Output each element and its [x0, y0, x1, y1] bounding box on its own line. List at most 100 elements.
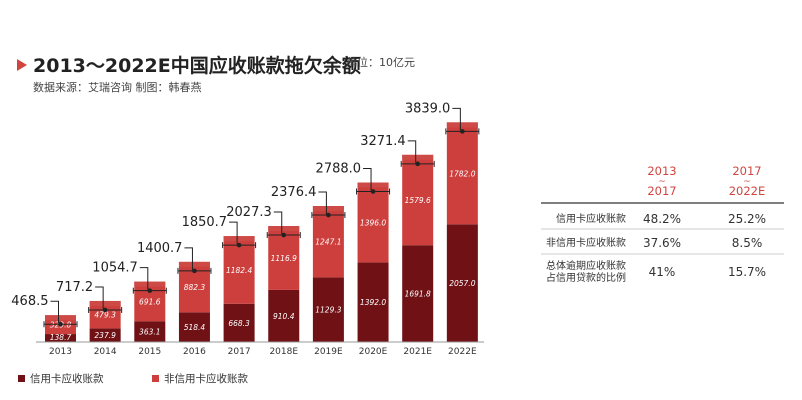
bar-value-non-credit-card: 479.3	[94, 311, 116, 320]
x-tick-label: 2017	[228, 347, 251, 357]
x-tick-label: 2021E	[403, 347, 432, 357]
bar-non-credit-card	[446, 122, 478, 225]
bar-credit-card	[268, 289, 300, 342]
total-label: 468.5	[11, 294, 48, 309]
bar-value-credit-card: 237.9	[94, 331, 116, 340]
total-marker-dot	[460, 129, 465, 134]
bar-cap	[402, 154, 434, 160]
bar-value-non-credit-card: 1182.4	[226, 266, 252, 275]
bar-credit-card	[178, 312, 210, 342]
bar-cap	[312, 206, 344, 212]
table-row-label: 占信用贷款的比例	[546, 271, 626, 284]
bar-value-credit-card: 1392.0	[360, 298, 386, 307]
total-label: 2788.0	[316, 162, 362, 177]
table-header-bottom: 2017	[647, 184, 676, 198]
legend-swatch	[152, 375, 159, 382]
bar-cap	[268, 226, 300, 232]
title-marker-icon	[17, 59, 27, 71]
bar-cap	[446, 122, 478, 128]
total-marker-dot	[58, 321, 63, 327]
table-cell: 8.5%	[732, 236, 763, 250]
x-tick-label: 2013	[49, 347, 72, 357]
bar-credit-card	[134, 321, 166, 342]
bar-value-credit-card: 363.1	[139, 328, 160, 337]
bar-credit-card	[223, 303, 255, 342]
bar-value-non-credit-card: 1579.6	[405, 196, 431, 205]
total-connector	[407, 140, 417, 163]
table-header-mid: ~	[743, 177, 751, 187]
total-marker-dot	[192, 268, 197, 274]
total-connector	[363, 168, 372, 191]
table-row-label: 总体逾期应收账款	[546, 259, 626, 272]
bars-layer: 138.7329.8468.5237.9479.3717.2363.1691.6…	[11, 101, 480, 342]
total-marker-dot	[281, 232, 287, 238]
table-cell: 48.2%	[643, 212, 681, 226]
bar-cap	[357, 182, 389, 188]
total-label: 3839.0	[405, 101, 451, 116]
total-marker-dot	[102, 307, 108, 313]
total-marker-dot	[415, 161, 421, 167]
bar-cap	[89, 300, 121, 306]
x-tick-label: 2018E	[269, 347, 298, 357]
bar-value-non-credit-card: 1247.1	[315, 238, 341, 247]
total-marker-dot	[326, 212, 331, 218]
table-header-top: 2017	[732, 164, 761, 178]
bar-value-credit-card: 668.3	[228, 319, 250, 328]
bar-value-non-credit-card: 1782.0	[449, 169, 475, 178]
bar-credit-card	[402, 245, 434, 342]
bar-value-credit-card: 910.4	[273, 312, 295, 321]
table-header-bottom: 2022E	[729, 184, 766, 198]
bar-value-credit-card: 1691.8	[405, 290, 431, 299]
bar-cap	[134, 281, 166, 287]
bar-credit-card	[312, 277, 344, 342]
bar-value-credit-card: 518.4	[184, 323, 206, 332]
bar-cap	[223, 236, 255, 242]
legend: 信用卡应收账款 非信用卡应收账款	[18, 372, 248, 385]
total-connector	[95, 286, 104, 309]
bar-value-non-credit-card: 1116.9	[271, 254, 297, 263]
total-connector	[273, 211, 283, 235]
chart-unit: 单位：10亿元	[346, 55, 415, 69]
table-cell: 15.7%	[728, 265, 766, 279]
bar-non-credit-card	[134, 281, 166, 322]
total-connector	[452, 107, 461, 131]
bar-non-credit-card	[312, 206, 344, 278]
bar-value-credit-card: 2057.0	[449, 279, 475, 288]
total-connector	[229, 221, 238, 245]
bar-non-credit-card	[402, 154, 434, 246]
bar-credit-card	[357, 262, 389, 342]
total-label: 2376.4	[271, 185, 317, 200]
total-marker-dot	[147, 288, 153, 293]
chart-title: 2013～2022E中国应收账款拖欠余额	[33, 54, 361, 77]
x-tick-label: 2020E	[359, 347, 388, 357]
bar-value-credit-card: 1129.3	[315, 306, 341, 315]
total-connector	[184, 247, 193, 270]
bar-non-credit-card	[357, 182, 389, 263]
total-marker-dot	[370, 189, 376, 194]
legend-swatch	[18, 375, 25, 382]
legend-label: 非信用卡应收账款	[164, 372, 248, 385]
x-axis: 2013 2014 2015 2016 2017 2018E 2019E 2020E 2021E…	[36, 341, 484, 357]
bar-value-non-credit-card: 882.3	[184, 283, 206, 292]
table-cell: 37.6%	[643, 236, 681, 250]
bar-value-credit-card: 138.7	[50, 333, 72, 342]
x-tick-label: 2019E	[314, 347, 343, 357]
x-tick-label: 2015	[138, 347, 161, 357]
table-row-label: 信用卡应收账款	[556, 212, 626, 225]
bar-cap	[45, 315, 76, 321]
chart-source: 数据来源：艾瑞咨询 制图：韩春燕	[33, 80, 202, 94]
x-tick-label: 2022E	[448, 347, 477, 357]
bar-credit-card	[45, 334, 76, 342]
table-header-mid: ~	[658, 177, 666, 187]
table-header-top: 2013	[647, 164, 676, 178]
total-label: 1054.7	[92, 261, 138, 276]
bar-value-non-credit-card: 691.6	[139, 297, 161, 306]
total-label: 3271.4	[360, 134, 406, 149]
table-cell: 25.2%	[728, 212, 766, 226]
total-label: 717.2	[56, 280, 93, 295]
legend-label: 信用卡应收账款	[30, 372, 104, 385]
table-row-label: 非信用卡应收账款	[546, 236, 626, 249]
total-connector	[139, 267, 149, 290]
total-label: 1400.7	[137, 241, 183, 256]
